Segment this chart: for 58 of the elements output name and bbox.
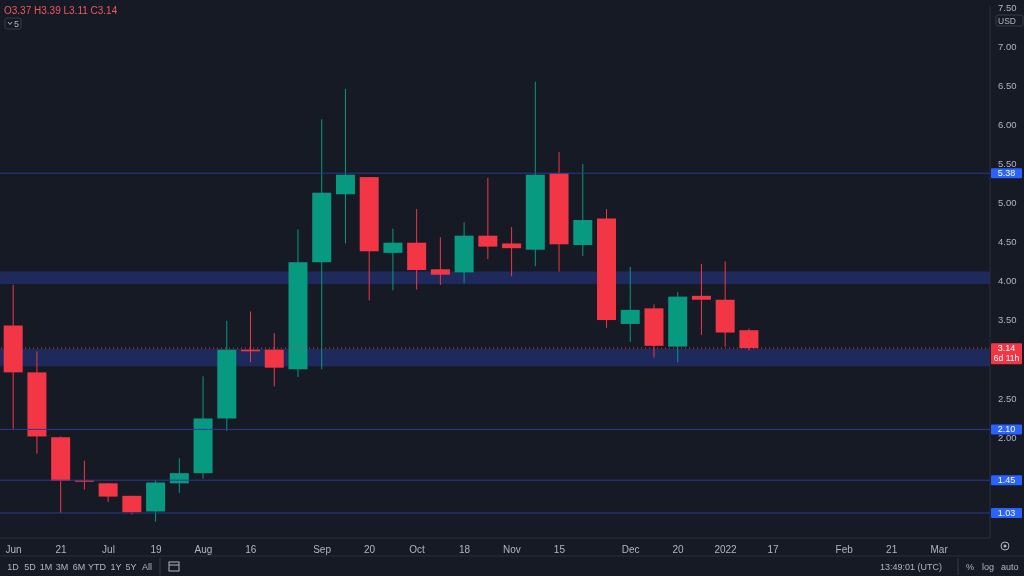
x-tick-label: 16 [245, 544, 257, 556]
text: 1M [39, 562, 53, 572]
x-tick-label: 21 [55, 544, 68, 556]
candlestick [98, 482, 118, 503]
candlestick [383, 228, 403, 291]
y-tick-label: 4.00 [998, 275, 1017, 287]
ref-line-label: 5.38 [997, 168, 1016, 179]
text: 1D [7, 562, 20, 572]
text: 1Y [110, 562, 122, 572]
text: 5Y [125, 562, 137, 572]
x-tick-label: 2022 [714, 544, 738, 556]
text: log [982, 562, 995, 572]
candlestick [620, 266, 640, 343]
y-tick-label: 7.50 [998, 1, 1017, 13]
candlestick [430, 236, 450, 286]
ref-line-label: 1.45 [997, 475, 1016, 486]
text: 5D [24, 562, 37, 572]
text: % [966, 562, 975, 572]
candlestick [335, 88, 355, 244]
x-tick-label: Sep [313, 544, 332, 556]
x-tick-label: Oct [409, 544, 426, 556]
annotation: 5 [14, 19, 20, 29]
x-tick-label: 19 [150, 544, 162, 556]
text: All [141, 562, 153, 572]
annotation: O3.37 H3.39 L3.11 C3.14 [4, 5, 118, 16]
text: 3M [55, 562, 69, 572]
text: USD [998, 16, 1016, 26]
x-tick-label: 17 [767, 544, 780, 556]
x-tick-label: 20 [363, 544, 376, 556]
y-tick-label: 5.50 [998, 158, 1017, 170]
text: auto [1001, 562, 1019, 572]
text: YTD [88, 562, 107, 572]
candlestick [691, 263, 711, 336]
text: 13:49:01 (UTC) [880, 562, 943, 572]
x-tick-label: Jul [102, 544, 115, 556]
y-tick-label: 6.00 [998, 119, 1017, 131]
x-tick-label: Mar [930, 544, 949, 556]
candlestick [478, 177, 498, 260]
y-tick-label: 3.50 [998, 314, 1017, 326]
y-tick-label: 4.50 [998, 236, 1017, 248]
x-tick-label: 21 [886, 544, 898, 556]
y-tick-label: 5.00 [998, 197, 1017, 209]
ref-line-label: 3.14 [997, 343, 1016, 354]
x-tick-label: Feb [835, 544, 854, 556]
x-tick-label: 15 [553, 544, 566, 556]
text: 6M [72, 562, 86, 572]
x-tick-label: 18 [458, 544, 471, 556]
y-tick-label: 7.00 [998, 41, 1017, 52]
x-tick-label: Dec [621, 544, 640, 556]
x-tick-label: 20 [672, 544, 685, 556]
candlestick [502, 226, 522, 277]
text: 6d 11h [993, 353, 1020, 364]
x-tick-label: Jun [5, 544, 22, 556]
y-tick-label: 2.50 [998, 392, 1017, 404]
x-tick-label: Nov [503, 544, 521, 556]
ref-line-label: 1.03 [997, 508, 1016, 518]
x-tick-label: Aug [194, 544, 213, 556]
y-tick-label: 6.50 [998, 80, 1017, 92]
